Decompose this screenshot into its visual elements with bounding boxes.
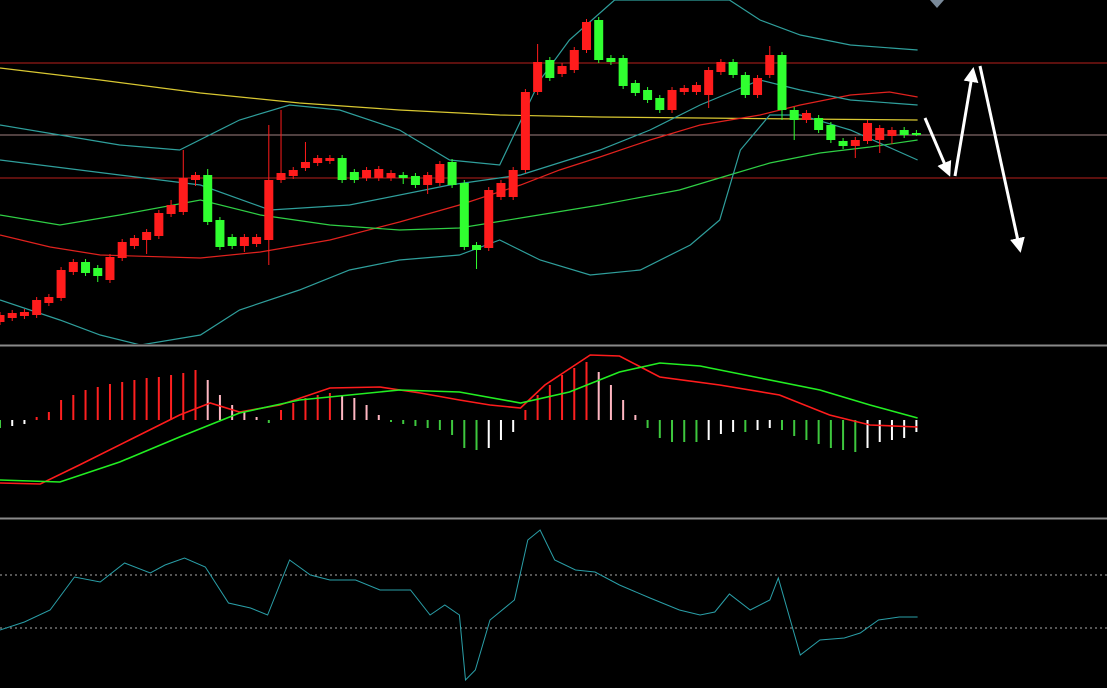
candle-body [508,170,518,197]
candle-body [545,60,555,78]
candle-body [691,85,701,92]
moving-average-line [0,114,918,344]
price-panel [0,0,1107,344]
candle-body [81,262,91,273]
candle-body [679,88,689,92]
candle-body [581,22,591,50]
candle-body [93,268,103,276]
arrow [923,117,952,177]
candle-body [252,237,262,244]
candle-body [850,140,860,146]
candle-body [239,237,249,246]
candle-body [643,90,653,100]
candle-body [203,175,213,222]
candle-body [765,55,775,75]
moving-average-line [0,91,918,259]
candle-body [154,213,164,236]
candle-body [484,190,494,248]
candle-body [117,242,127,258]
candle-body [264,180,274,240]
candle-body [801,113,811,120]
candle-body [398,175,408,178]
candle-body [19,312,29,316]
candle-body [0,315,5,322]
candle-body [814,118,824,130]
candle-body [557,66,567,74]
candle-body [7,313,17,318]
candle-body [300,162,310,168]
candle-body [178,178,188,212]
candle-body [740,75,750,95]
candle-body [362,170,372,178]
candle-body [32,300,42,315]
candle-body [569,50,579,70]
candle-body [496,183,506,197]
candle-body [630,83,640,93]
candle-body [753,78,763,95]
moving-average-line [0,67,918,121]
candle-body [533,62,543,92]
candle-body [337,158,347,180]
candle-body [56,270,66,298]
candle-body [190,175,200,180]
candle-body [863,123,873,141]
candle-body [435,164,445,183]
candle-body [68,262,78,272]
oscillator-line [0,529,918,682]
candle-body [386,173,396,178]
candle-body [44,297,54,303]
macd-panel [0,354,918,485]
candle-body [215,220,225,247]
candle-body [105,257,115,280]
candle-body [875,128,885,140]
candle-body [349,172,359,180]
candle-body [777,55,787,110]
marker-triangle [930,0,944,8]
candle-body [728,62,738,75]
candle-body [374,169,384,178]
candle-body [288,170,298,176]
candle-body [899,130,909,135]
moving-average-line [0,0,918,166]
candle-body [227,237,237,246]
candle-body [618,58,628,86]
candle-body [606,58,616,62]
macd-line [0,362,918,483]
candle-body [410,176,420,185]
candle-body [447,162,457,185]
candle-body [826,125,836,140]
candle-body [655,98,665,110]
candle-body [704,70,714,95]
arrow [978,65,1025,253]
candle-body [423,175,433,185]
candle-body [276,173,286,180]
oscillator-panel [0,529,1107,682]
candle-body [789,110,799,120]
candle-body [838,141,848,146]
candle-body [313,158,323,163]
candle-body [594,20,604,60]
candle-body [520,92,530,170]
drawn-arrows [923,65,1025,253]
candle-body [472,245,482,250]
candle-body [129,238,139,246]
candle-body [459,183,469,247]
candle-body [716,62,726,72]
macd-line [0,354,918,485]
candle-body [142,232,152,240]
arrow [953,67,979,177]
candle-body [887,130,897,136]
candle-body [911,133,921,135]
candle-body [166,205,176,214]
candle-body [325,158,335,161]
candle-body [667,90,677,110]
